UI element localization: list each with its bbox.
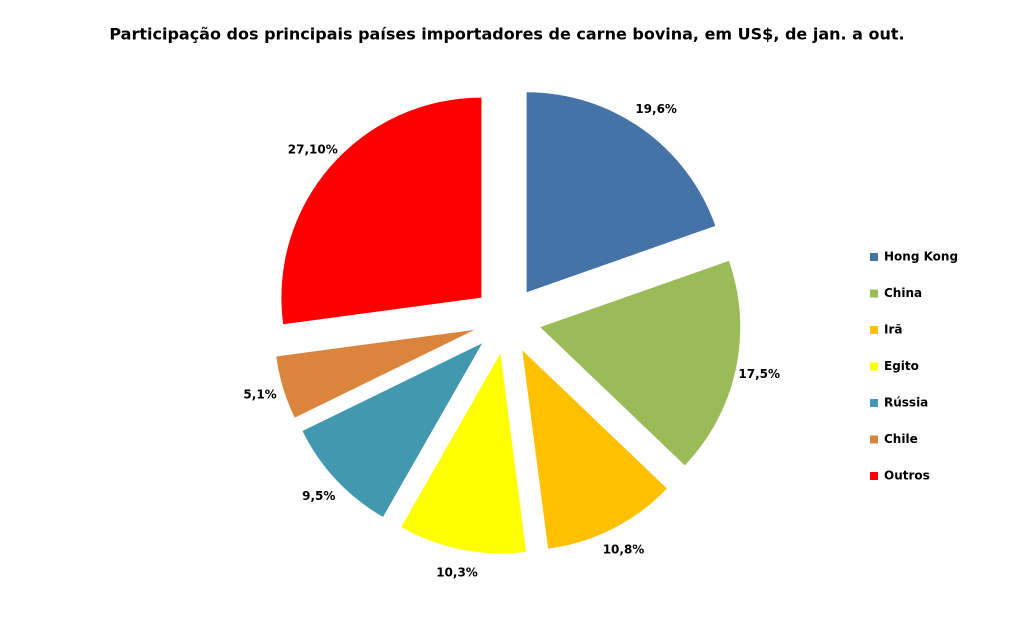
pie-slice: [281, 97, 482, 325]
pie-slice: [302, 343, 483, 517]
pie-slice: [276, 329, 475, 418]
chart-title: Participação dos principais países impor…: [109, 25, 904, 44]
legend-swatch: [870, 472, 878, 480]
legend-label: Chile: [884, 432, 918, 446]
legend-swatch: [870, 326, 878, 334]
legend-label: Irã: [884, 323, 902, 337]
data-label: 9,5%: [302, 489, 335, 503]
legend-label: China: [884, 286, 922, 300]
data-label: 19,6%: [635, 102, 677, 116]
legend-swatch: [870, 399, 878, 407]
legend-label: Outros: [884, 469, 930, 483]
pie-slice: [526, 92, 716, 293]
data-label: 17,5%: [738, 367, 780, 381]
data-label: 10,8%: [603, 543, 645, 557]
data-label: 27,10%: [288, 143, 338, 157]
data-label: 5,1%: [243, 387, 276, 401]
data-label: 10,3%: [436, 566, 478, 580]
pie-slice: [522, 350, 667, 549]
pie-slice: [540, 260, 741, 466]
pie-slice: [401, 353, 527, 554]
legend-swatch: [870, 289, 878, 298]
legend-swatch: [870, 253, 878, 261]
legend-label: Rússia: [884, 396, 928, 410]
legend-swatch: [870, 435, 878, 444]
legend-label: Egito: [884, 359, 919, 373]
legend-label: Hong Kong: [884, 250, 958, 264]
legend-swatch: [870, 362, 878, 371]
